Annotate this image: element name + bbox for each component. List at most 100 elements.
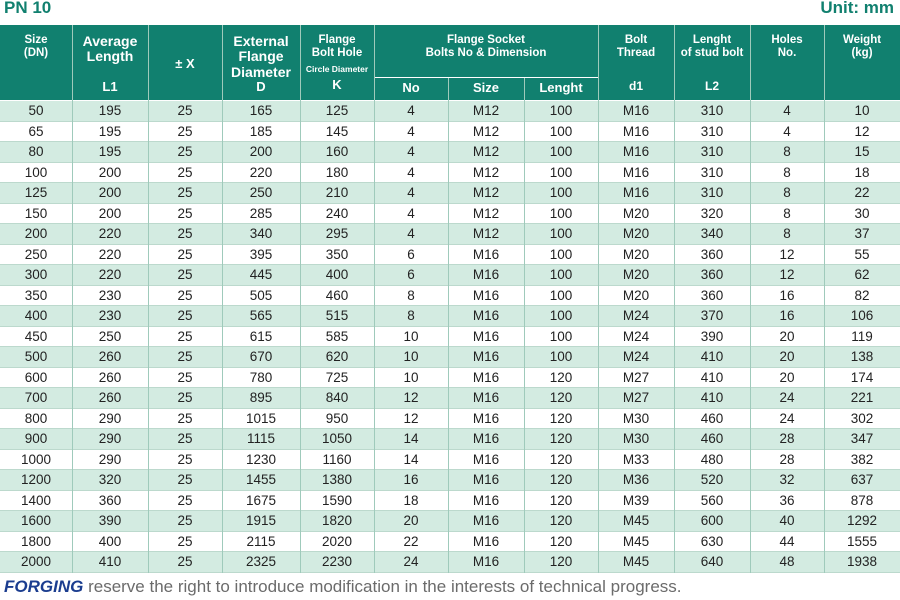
table-cell: 4 xyxy=(407,205,415,221)
table-cell: 350 xyxy=(24,287,48,303)
table-cell: 210 xyxy=(325,185,349,200)
column-divider xyxy=(72,25,73,573)
table-cell: 14 xyxy=(403,431,419,446)
table-cell: 25 xyxy=(177,349,193,364)
table-cell: 4 xyxy=(407,226,415,241)
table-cell: M12 xyxy=(472,144,500,159)
table-cell: M16 xyxy=(472,246,500,262)
table-cell: 500 xyxy=(24,349,48,364)
header-k: K xyxy=(332,77,342,92)
table-cell: 390 xyxy=(700,328,724,344)
table-cell: 25 xyxy=(177,287,193,303)
table-cell: 630 xyxy=(700,533,724,549)
table-cell: 360 xyxy=(700,267,724,282)
column-divider xyxy=(222,25,223,573)
table-cell: 4 xyxy=(783,123,791,139)
table-cell: 25 xyxy=(177,144,193,159)
table-cell: 290 xyxy=(98,431,122,446)
table-cell: 25 xyxy=(177,533,193,549)
table-cell: 100 xyxy=(549,328,573,344)
table-cell: 10 xyxy=(854,103,870,118)
table-cell: M33 xyxy=(622,451,650,467)
table-cell: 20 xyxy=(779,328,795,344)
table-cell: 1400 xyxy=(20,492,52,508)
table-cell: 4 xyxy=(407,123,415,139)
table-cell: 460 xyxy=(700,410,724,426)
table-cell: 100 xyxy=(549,205,573,221)
table-cell: 119 xyxy=(851,328,873,344)
column-divider xyxy=(674,25,675,573)
table-cell: 290 xyxy=(98,451,122,467)
column-divider xyxy=(448,78,449,573)
table-cell: 520 xyxy=(700,472,724,487)
table-cell: 780 xyxy=(249,369,273,385)
table-cell: 12 xyxy=(779,246,795,262)
table-cell: 100 xyxy=(24,164,48,180)
row-band xyxy=(0,101,900,122)
table-cell: 637 xyxy=(850,472,874,487)
header-l2: L2 xyxy=(704,79,719,93)
table-cell: M16 xyxy=(622,164,650,180)
table-cell: M20 xyxy=(622,226,650,241)
table-cell: M45 xyxy=(622,554,650,569)
header-holes: Holes No. xyxy=(750,34,824,59)
header-text: Diameter xyxy=(231,63,291,80)
table-cell: 100 xyxy=(549,144,573,159)
table-cell: 25 xyxy=(177,308,193,323)
row-band xyxy=(0,388,900,409)
table-cell: M16 xyxy=(472,308,500,323)
header-socket-size: Size xyxy=(472,80,499,95)
table-cell: 138 xyxy=(850,349,874,364)
table-cell: 310 xyxy=(700,164,724,180)
table-cell: 25 xyxy=(177,513,193,528)
table-cell: 22 xyxy=(854,185,870,200)
table-cell: M16 xyxy=(622,103,650,118)
header-text: Flange xyxy=(318,34,356,46)
header-text: Weight xyxy=(842,34,882,46)
row-band xyxy=(0,367,900,388)
table-cell: 347 xyxy=(850,431,874,446)
table-cell: 360 xyxy=(700,246,724,262)
row-band xyxy=(0,470,900,491)
table-cell: 25 xyxy=(177,103,193,118)
table-cell: 2000 xyxy=(20,554,52,569)
table-cell: 230 xyxy=(98,287,122,303)
table-cell: 221 xyxy=(850,390,874,405)
table-cell: 120 xyxy=(549,431,573,446)
table-cell: 410 xyxy=(700,390,724,405)
table-cell: 480 xyxy=(700,451,724,467)
table-cell: 410 xyxy=(700,349,724,364)
table-cell: 370 xyxy=(700,308,724,323)
table-cell: 600 xyxy=(700,513,724,528)
table-cell: 2020 xyxy=(321,533,353,549)
table-cell: 25 xyxy=(177,205,193,221)
table-cell: 310 xyxy=(700,103,724,118)
table-cell: 290 xyxy=(98,410,122,426)
table-cell: 82 xyxy=(854,287,870,303)
table-cell: 100 xyxy=(549,103,573,118)
table-cell: 390 xyxy=(98,513,122,528)
table-cell: 25 xyxy=(177,123,193,139)
header-bolt-hole: Flange Bolt Hole xyxy=(300,34,374,59)
table-cell: 120 xyxy=(549,410,573,426)
table-cell: 160 xyxy=(325,144,349,159)
table-cell: 100 xyxy=(549,164,573,180)
table-cell: 310 xyxy=(700,123,724,139)
table-cell: 65 xyxy=(28,123,44,139)
table-cell: 310 xyxy=(700,185,724,200)
table-cell: M12 xyxy=(472,164,500,180)
table-cell: 250 xyxy=(24,246,48,262)
title: PN 10 xyxy=(4,0,52,17)
table-cell: 12 xyxy=(779,267,795,282)
table-cell: 25 xyxy=(177,246,193,262)
row-band xyxy=(0,224,900,245)
header-no: No xyxy=(402,80,420,95)
table-cell: 120 xyxy=(549,390,573,405)
row-band xyxy=(0,285,900,306)
table-cell: 16 xyxy=(403,472,419,487)
table-cell: 1292 xyxy=(846,513,878,528)
table-cell: 25 xyxy=(177,328,193,344)
table-cell: 6 xyxy=(407,267,415,282)
table-cell: 220 xyxy=(98,267,122,282)
